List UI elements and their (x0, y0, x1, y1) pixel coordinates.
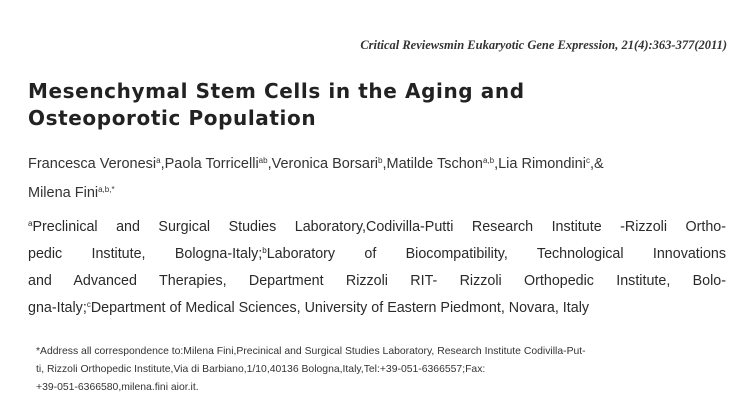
correspondence-footnote: *Address all correspondence to:Milena Fi… (36, 343, 736, 397)
author-name: Veronica Borsari (271, 156, 378, 172)
author: Veronica Borsarib, (272, 156, 387, 172)
affiliation-text: pedic Institute, Bologna-Italy; (28, 246, 263, 262)
separator: ,& (589, 156, 604, 172)
title-line: Osteoporotic Population (28, 106, 317, 130)
author: Milena Finia,b,* (28, 185, 115, 201)
footnote-line: ti, Rizzoli Orthopedic Institute,Via di … (36, 364, 486, 375)
journal-citation: Critical Reviewsmin Eukaryotic Gene Expr… (360, 38, 727, 52)
separator: , (160, 156, 165, 172)
author-name: Lia Rimondini (498, 156, 586, 172)
author-name: Milena Fini (28, 185, 99, 201)
author-name: Francesca Veronesi (28, 156, 157, 172)
affiliation-line: and Advanced Therapies, Department Rizzo… (28, 273, 726, 289)
affiliation-text: Department of Medical Sciences, Universi… (90, 300, 590, 316)
affiliation-text: Laboratory of Biocompatibility, Technolo… (266, 246, 726, 262)
affiliation-marker: a,b,* (98, 185, 115, 194)
title-line: Mesenchymal Stem Cells in the Aging and (28, 79, 525, 103)
footnote-line: *Address all correspondence to:Milena Fi… (36, 346, 586, 357)
affiliation-marker: b (378, 156, 383, 165)
footnote-line: +39-051-6366580,milena.fini aior.it. (36, 382, 199, 393)
author: Matilde Tschona,b, (386, 156, 498, 172)
affiliation-marker: b (262, 246, 267, 255)
paper-title: Mesenchymal Stem Cells in the Aging and … (28, 78, 525, 132)
affiliation-line: aPreclinical and Surgical Studies Labora… (28, 214, 726, 241)
author: Paola Torricelliab, (165, 156, 272, 172)
author: Francesca Veronesia, (28, 156, 165, 172)
author-list: Francesca Veronesia,Paola Torricelliab,V… (28, 150, 738, 208)
affiliations: aPreclinical and Surgical Studies Labora… (28, 214, 726, 322)
affiliation-marker: a (28, 219, 33, 228)
separator: , (267, 156, 272, 172)
affiliation-marker: c (585, 156, 590, 165)
author-name: Paola Torricelli (164, 156, 259, 172)
affiliation-marker: c (86, 300, 91, 309)
author-name: Matilde Tschon (386, 156, 483, 172)
affiliation-line: pedic Institute, Bologna-Italy;bLaborato… (28, 241, 726, 268)
separator: , (382, 156, 387, 172)
separator: , (494, 156, 499, 172)
author: Lia Rimondinic,& (498, 156, 604, 172)
affiliation-text: gna-Italy; (28, 300, 87, 316)
affiliation-text: Preclinical and Surgical Studies Laborat… (32, 219, 726, 235)
affiliation-marker: a,b (482, 156, 495, 165)
affiliation-line: gna-Italy;cDepartment of Medical Science… (28, 295, 726, 322)
affiliation-marker: ab (258, 156, 268, 165)
affiliation-marker: a (156, 156, 161, 165)
